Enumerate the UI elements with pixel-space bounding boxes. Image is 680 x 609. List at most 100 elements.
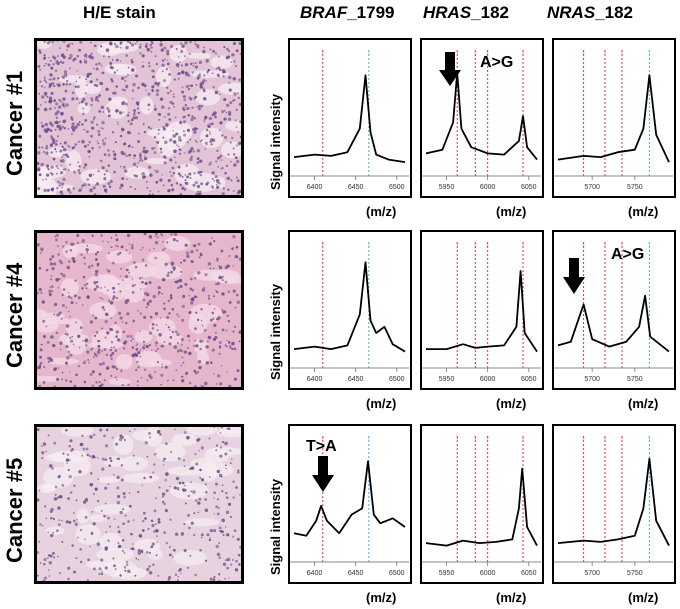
spectrum-cancer-4-braf: › › 6400 6450 6500 xyxy=(288,230,412,390)
he-texture-1 xyxy=(37,41,241,195)
reference-marker: › xyxy=(487,242,489,248)
reference-marker: › xyxy=(583,50,585,56)
mz-label: (m/z) xyxy=(628,204,659,219)
ylabel-row-2: Signal intensity xyxy=(268,283,283,380)
tick-label: 5950 xyxy=(439,376,455,383)
down-arrow-icon xyxy=(312,456,334,492)
tick-label: 6400 xyxy=(307,184,323,191)
reference-marker: › xyxy=(322,242,324,248)
reference-marker: › xyxy=(583,242,585,248)
spectrum-line xyxy=(426,270,538,353)
mutation-label-cancer-1: A>G xyxy=(480,54,514,71)
reference-marker: › xyxy=(648,436,650,442)
spectrum-line xyxy=(557,74,670,163)
spectrum-svg: › › 6400 6450 6500 xyxy=(290,50,409,191)
mz-label: (m/z) xyxy=(628,590,659,605)
reference-marker: › xyxy=(474,50,476,56)
reference-marker: › xyxy=(648,242,650,248)
spectrum-svg: › › › › 5700 5750 xyxy=(554,436,673,577)
header-nras-pos: _182 xyxy=(595,3,633,22)
spectrum-line xyxy=(557,294,670,353)
header-he-stain: H/E stain xyxy=(83,3,156,22)
tick-label: 6450 xyxy=(348,570,364,577)
tick-label: 6450 xyxy=(348,184,364,191)
tick-label: 6450 xyxy=(348,376,364,383)
reference-marker: › xyxy=(583,436,585,442)
spectrum-line xyxy=(293,460,406,537)
spectrum-line xyxy=(293,261,406,353)
tick-label: 6050 xyxy=(521,376,537,383)
reference-marker: › xyxy=(522,50,524,56)
mz-label: (m/z) xyxy=(366,396,397,411)
reference-marker: › xyxy=(522,242,524,248)
tick-label: 6400 xyxy=(307,570,323,577)
spectrum-line xyxy=(425,71,538,161)
reference-marker: › xyxy=(621,242,623,248)
row-label-cancer-4: Cancer #4 xyxy=(2,262,27,368)
reference-marker: › xyxy=(322,50,324,56)
mz-label: (m/z) xyxy=(366,590,397,605)
header-braf-gene: BRAF xyxy=(300,3,348,22)
down-arrow-icon xyxy=(563,258,585,294)
tick-label: 5950 xyxy=(439,570,455,577)
header-braf: BRAF_1799 xyxy=(300,3,395,23)
spectrum-cancer-1-hras: › › › › 5950 6000 6050 xyxy=(420,38,544,198)
row-label-cancer-5: Cancer #5 xyxy=(2,457,27,563)
reference-marker: › xyxy=(648,50,650,56)
header-hras-gene: HRAS xyxy=(423,3,472,22)
row-label-cancer-1: Cancer #1 xyxy=(2,70,27,176)
he-image-cancer-1 xyxy=(34,38,244,198)
header-nras: NRAS_182 xyxy=(547,3,633,23)
he-image-cancer-5 xyxy=(34,424,244,584)
reference-marker: › xyxy=(522,436,524,442)
tick-label: 5700 xyxy=(584,376,600,383)
spectrum-cancer-4-hras: › › › › 5950 6000 6050 xyxy=(420,230,544,390)
spectrum-cancer-1-nras: › › › › 5700 5750 xyxy=(552,38,676,198)
reference-marker: › xyxy=(621,50,623,56)
spectrum-svg: › › › › 5950 6000 6050 xyxy=(422,436,541,577)
header-braf-pos: _1799 xyxy=(347,3,395,22)
he-image-cancer-4 xyxy=(34,230,244,390)
spectrum-svg: › › 6400 6450 6500 xyxy=(290,242,409,383)
tick-label: 6500 xyxy=(389,184,405,191)
spectrum-line xyxy=(293,74,406,163)
tick-label: 6000 xyxy=(480,376,496,383)
mz-label: (m/z) xyxy=(496,590,527,605)
mz-label: (m/z) xyxy=(496,204,527,219)
he-texture-4 xyxy=(37,233,241,387)
reference-marker: › xyxy=(474,242,476,248)
spectrum-svg: › › › › 5950 6000 6050 xyxy=(422,50,541,191)
reference-marker: › xyxy=(621,436,623,442)
spectrum-cancer-5-nras: › › › › 5700 5750 xyxy=(552,424,676,584)
ylabel-row-1: Signal intensity xyxy=(268,93,283,190)
spectrum-cancer-1-braf: › › 6400 6450 6500 xyxy=(288,38,412,198)
he-texture-5 xyxy=(37,427,241,581)
mutation-label-cancer-5: T>A xyxy=(306,438,337,455)
spectrum-cancer-5-hras: › › › › 5950 6000 6050 xyxy=(420,424,544,584)
reference-marker: › xyxy=(456,242,458,248)
reference-marker: › xyxy=(604,436,606,442)
reference-marker: › xyxy=(604,242,606,248)
reference-marker: › xyxy=(487,436,489,442)
reference-marker: › xyxy=(322,436,324,442)
header-hras-pos: _182 xyxy=(471,3,509,22)
spectrum-svg: › › › › 5700 5750 xyxy=(554,242,673,383)
spectrum-cancer-4-nras: › › › › 5700 5750 xyxy=(552,230,676,390)
reference-marker: › xyxy=(474,436,476,442)
down-arrow-icon xyxy=(439,52,461,86)
reference-marker: › xyxy=(368,436,370,442)
header-nras-gene: NRAS xyxy=(547,3,596,22)
reference-marker: › xyxy=(368,242,370,248)
tick-label: 6000 xyxy=(480,184,496,191)
reference-marker: › xyxy=(456,436,458,442)
mz-label: (m/z) xyxy=(496,396,527,411)
tick-label: 6000 xyxy=(480,570,496,577)
tick-label: 5750 xyxy=(627,376,643,383)
spectrum-svg: › › › › 5950 6000 6050 xyxy=(422,242,541,383)
tick-label: 6050 xyxy=(521,570,537,577)
tick-label: 5700 xyxy=(584,570,600,577)
tick-label: 5950 xyxy=(439,184,455,191)
tick-label: 6050 xyxy=(521,184,537,191)
tick-label: 6500 xyxy=(389,570,405,577)
reference-marker: › xyxy=(487,50,489,56)
